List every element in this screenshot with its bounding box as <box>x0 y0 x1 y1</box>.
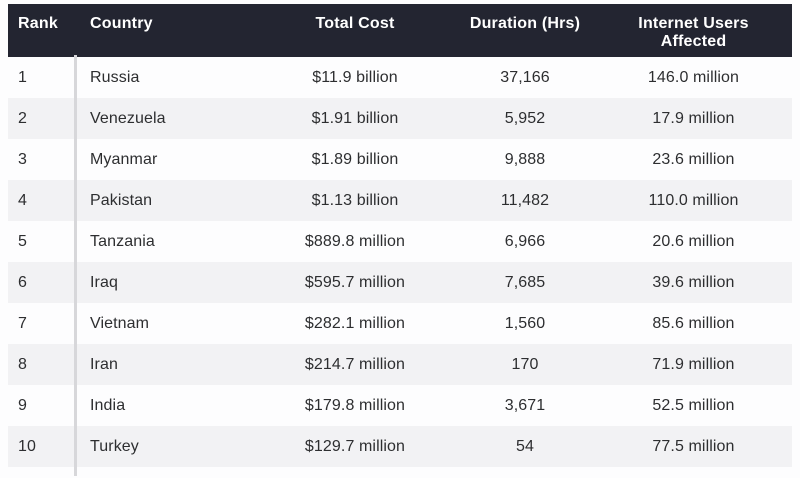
total-cost-cell: $129.7 million <box>304 437 406 455</box>
users-cell: 23.6 million <box>652 150 735 168</box>
country-cell: Iran <box>90 355 118 373</box>
rank-cell: 4 <box>18 191 27 209</box>
header-rank: Rank <box>18 15 58 32</box>
country-cell: Myanmar <box>90 150 158 168</box>
table-row: 6 Iraq $595.7 million 7,685 39.6 million <box>8 262 792 303</box>
header-users-affected: Internet Users Affected <box>638 15 749 51</box>
total-cost-cell: $889.8 million <box>304 232 406 250</box>
rank-cell: 5 <box>18 232 27 250</box>
country-cell: Pakistan <box>90 191 153 209</box>
duration-cell: 3,671 <box>504 396 546 414</box>
header-country: Country <box>90 15 153 32</box>
table-row: 5 Tanzania $889.8 million 6,966 20.6 million <box>8 221 792 262</box>
users-cell: 17.9 million <box>652 109 735 127</box>
rank-cell: 2 <box>18 109 27 127</box>
duration-cell: 1,560 <box>504 314 546 332</box>
total-cost-cell: $282.1 million <box>304 314 406 332</box>
users-cell: 85.6 million <box>652 314 735 332</box>
total-cost-cell: $1.89 billion <box>311 150 399 168</box>
country-cell: Russia <box>90 68 140 86</box>
table-row: 3 Myanmar $1.89 billion 9,888 23.6 million <box>8 139 792 180</box>
duration-cell: 5,952 <box>504 109 546 127</box>
country-cell: Venezuela <box>90 109 166 127</box>
country-cell: India <box>90 396 126 414</box>
total-cost-cell: $595.7 million <box>304 273 406 291</box>
rank-cell: 8 <box>18 355 27 373</box>
duration-cell: 6,966 <box>504 232 546 250</box>
table-row: 1 Russia $11.9 billion 37,166 146.0 million <box>8 57 792 98</box>
duration-cell: 11,482 <box>500 191 550 209</box>
table-header: Rank Country Total Cost Duration (Hrs) I… <box>8 4 792 57</box>
duration-cell: 37,166 <box>500 68 550 86</box>
users-cell: 52.5 million <box>652 396 735 414</box>
country-cell: Turkey <box>90 437 139 455</box>
country-cell: Iraq <box>90 273 118 291</box>
table-row: 2 Venezuela $1.91 billion 5,952 17.9 million <box>8 98 792 139</box>
duration-cell: 7,685 <box>504 273 546 291</box>
total-cost-cell: $179.8 million <box>304 396 406 414</box>
users-cell: 110.0 million <box>648 191 739 209</box>
country-cell: Tanzania <box>90 232 155 250</box>
table-row: 8 Iran $214.7 million 170 71.9 million <box>8 344 792 385</box>
users-cell: 39.6 million <box>652 273 735 291</box>
rank-cell: 10 <box>18 437 36 455</box>
total-cost-cell: $1.13 billion <box>311 191 399 209</box>
total-cost-cell: $214.7 million <box>304 355 406 373</box>
rank-cell: 1 <box>18 68 27 86</box>
rank-cell: 6 <box>18 273 27 291</box>
country-cell: Vietnam <box>90 314 150 332</box>
rank-cell: 3 <box>18 150 27 168</box>
duration-cell: 170 <box>511 355 539 373</box>
total-cost-cell: $11.9 billion <box>312 68 398 86</box>
users-cell: 71.9 million <box>652 355 735 373</box>
header-total-cost: Total Cost <box>315 15 395 32</box>
rank-column-divider <box>74 55 77 476</box>
duration-cell: 9,888 <box>504 150 546 168</box>
rank-cell: 9 <box>18 396 27 414</box>
table-body: 1 Russia $11.9 billion 37,166 146.0 million 2… <box>8 57 792 467</box>
table-row: 9 India $179.8 million 3,671 52.5 million <box>8 385 792 426</box>
table-row: 10 Turkey $129.7 million 54 77.5 million <box>8 426 792 467</box>
duration-cell: 54 <box>516 437 534 455</box>
users-cell: 20.6 million <box>652 232 735 250</box>
total-cost-cell: $1.91 billion <box>311 109 399 127</box>
table-row: 4 Pakistan $1.13 billion 11,482 110.0 millio… <box>8 180 792 221</box>
table-row: 7 Vietnam $282.1 million 1,560 85.6 million <box>8 303 792 344</box>
users-cell: 146.0 million <box>647 68 740 86</box>
users-cell: 77.5 million <box>652 437 735 455</box>
rank-cell: 7 <box>18 314 27 332</box>
header-duration-hrs: Duration (Hrs) <box>469 15 581 32</box>
